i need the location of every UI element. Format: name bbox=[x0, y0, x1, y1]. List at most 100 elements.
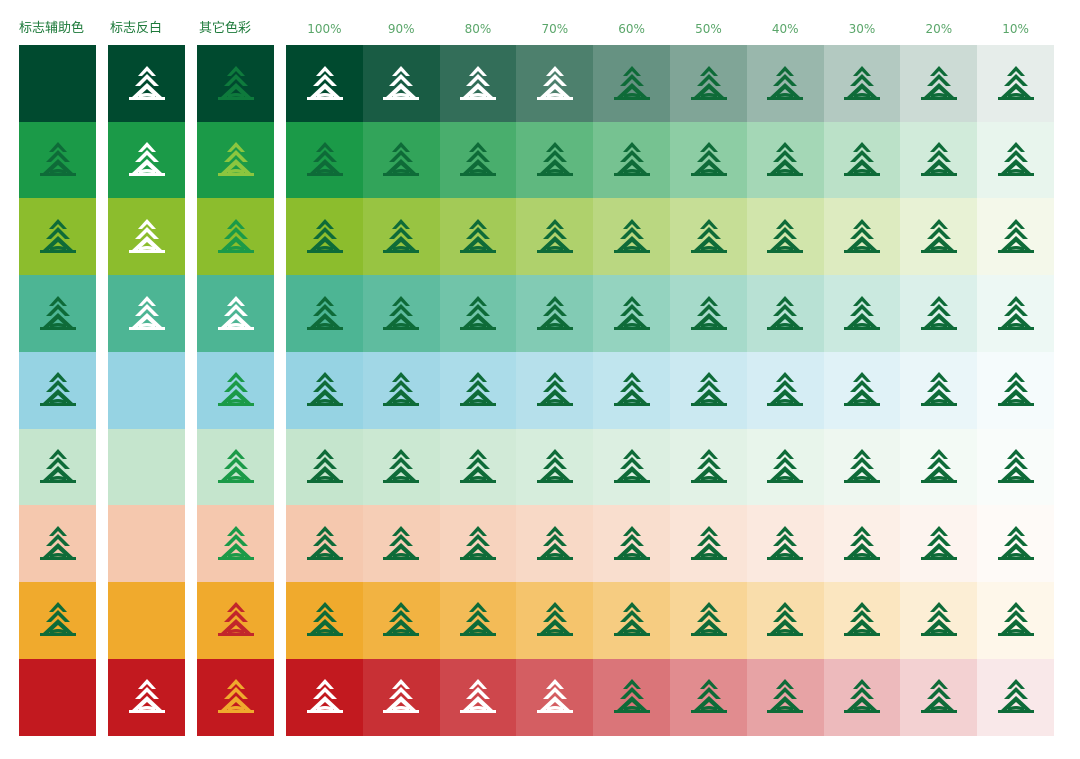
tree-logo-icon bbox=[689, 448, 729, 486]
swatch-tint-6-3 bbox=[439, 428, 517, 506]
swatch-tint-5-4 bbox=[516, 351, 594, 429]
tree-logo-icon bbox=[216, 218, 256, 256]
swatch-tint-8-5 bbox=[593, 581, 671, 660]
swatch-tint-9-8 bbox=[823, 658, 901, 736]
tree-logo-icon bbox=[38, 601, 78, 639]
swatch-tint-7-3 bbox=[439, 505, 517, 583]
swatch-reversed-3 bbox=[108, 198, 185, 276]
tree-logo-icon bbox=[765, 65, 805, 103]
tree-logo-icon bbox=[689, 65, 729, 103]
tree-logo-icon bbox=[305, 371, 345, 409]
swatch-tint-4-7 bbox=[746, 275, 825, 353]
tree-logo-icon bbox=[919, 141, 959, 179]
swatch-tint-4-5 bbox=[593, 275, 671, 353]
swatch-tint-6-2 bbox=[362, 428, 441, 506]
swatch-aux-3 bbox=[19, 198, 96, 276]
header-percent-7: 40% bbox=[771, 22, 799, 36]
swatch-tint-5-10 bbox=[977, 351, 1055, 429]
swatch-tint-6-6 bbox=[670, 428, 748, 506]
swatch-tint-4-1 bbox=[286, 275, 364, 353]
swatch-tint-9-1 bbox=[286, 658, 364, 736]
tree-logo-icon bbox=[765, 678, 805, 716]
swatch-tint-7-5 bbox=[593, 505, 671, 583]
swatch-tint-8-9 bbox=[900, 581, 978, 660]
tree-logo-icon bbox=[458, 448, 498, 486]
tree-logo-icon bbox=[38, 295, 78, 333]
tree-logo-icon bbox=[689, 141, 729, 179]
tree-logo-icon bbox=[458, 65, 498, 103]
swatch-tint-6-5 bbox=[593, 428, 671, 506]
tree-logo-icon bbox=[612, 295, 652, 333]
swatch-tint-9-5 bbox=[593, 658, 671, 736]
tree-logo-icon bbox=[535, 218, 575, 256]
tree-logo-icon bbox=[996, 65, 1036, 103]
tree-logo-icon bbox=[612, 371, 652, 409]
swatch-tint-8-1 bbox=[286, 581, 364, 660]
swatch-reversed-4 bbox=[108, 275, 185, 353]
swatch-tint-5-3 bbox=[439, 351, 517, 429]
header-percent-5: 60% bbox=[618, 22, 645, 36]
tree-logo-icon bbox=[216, 141, 256, 179]
header-percent-2: 90% bbox=[387, 22, 415, 36]
swatch-reversed-7 bbox=[108, 505, 185, 583]
swatch-tint-4-9 bbox=[900, 275, 978, 353]
tree-logo-icon bbox=[842, 371, 882, 409]
tree-logo-icon bbox=[996, 218, 1036, 256]
tree-logo-icon bbox=[535, 678, 575, 716]
swatch-tint-2-1 bbox=[286, 121, 364, 199]
swatch-tint-1-7 bbox=[746, 45, 825, 123]
swatch-tint-9-2 bbox=[362, 658, 441, 736]
swatch-reversed-6 bbox=[108, 428, 185, 506]
swatch-tint-5-9 bbox=[900, 351, 978, 429]
tree-logo-icon bbox=[216, 678, 256, 716]
header-reversed: 标志反白 bbox=[110, 21, 163, 36]
tree-logo-icon bbox=[612, 218, 652, 256]
tree-logo-icon bbox=[765, 525, 805, 563]
header-other-colors: 其它色彩 bbox=[199, 21, 252, 36]
tree-logo-icon bbox=[381, 65, 421, 103]
tree-logo-icon bbox=[305, 218, 345, 256]
swatch-tint-7-10 bbox=[977, 505, 1055, 583]
swatch-reversed-1 bbox=[108, 45, 185, 123]
swatch-tint-9-4 bbox=[516, 658, 594, 736]
swatch-tint-7-9 bbox=[900, 505, 978, 583]
swatch-tint-4-6 bbox=[670, 275, 748, 353]
swatch-tint-1-2 bbox=[362, 45, 441, 123]
swatch-reversed-5 bbox=[108, 351, 185, 429]
swatch-tint-1-6 bbox=[670, 45, 748, 123]
swatch-tint-9-6 bbox=[670, 658, 748, 736]
tree-logo-icon bbox=[381, 141, 421, 179]
header-percent-9: 20% bbox=[925, 22, 953, 36]
tree-logo-icon bbox=[919, 448, 959, 486]
swatch-tint-8-6 bbox=[670, 581, 748, 660]
swatch-tint-7-1 bbox=[286, 505, 364, 583]
header-percent-10: 10% bbox=[1002, 22, 1029, 36]
swatch-tint-5-7 bbox=[746, 351, 825, 429]
tree-logo-icon bbox=[996, 601, 1036, 639]
swatch-tint-9-7 bbox=[746, 658, 825, 736]
header-percent-3: 80% bbox=[464, 22, 492, 36]
swatch-tint-4-3 bbox=[439, 275, 517, 353]
tree-logo-icon bbox=[996, 141, 1036, 179]
swatch-tint-2-6 bbox=[670, 121, 748, 199]
tree-logo-icon bbox=[996, 295, 1036, 333]
tree-logo-icon bbox=[842, 525, 882, 563]
tree-logo-icon bbox=[38, 141, 78, 179]
swatch-other-5 bbox=[197, 351, 274, 429]
tree-logo-icon bbox=[765, 448, 805, 486]
swatch-tint-2-8 bbox=[823, 121, 901, 199]
swatch-other-9 bbox=[197, 658, 274, 736]
tree-logo-icon bbox=[919, 525, 959, 563]
swatch-tint-2-10 bbox=[977, 121, 1055, 199]
tree-logo-icon bbox=[38, 371, 78, 409]
swatch-other-2 bbox=[197, 121, 274, 199]
tree-logo-icon bbox=[305, 601, 345, 639]
swatch-tint-6-10 bbox=[977, 428, 1055, 506]
header-aux-colors: 标志辅助色 bbox=[19, 21, 85, 36]
swatch-tint-3-2 bbox=[362, 198, 441, 276]
swatch-tint-7-4 bbox=[516, 505, 594, 583]
swatch-reversed-2 bbox=[108, 121, 185, 199]
swatch-other-7 bbox=[197, 505, 274, 583]
tree-logo-icon bbox=[127, 295, 167, 333]
tree-logo-icon bbox=[689, 525, 729, 563]
